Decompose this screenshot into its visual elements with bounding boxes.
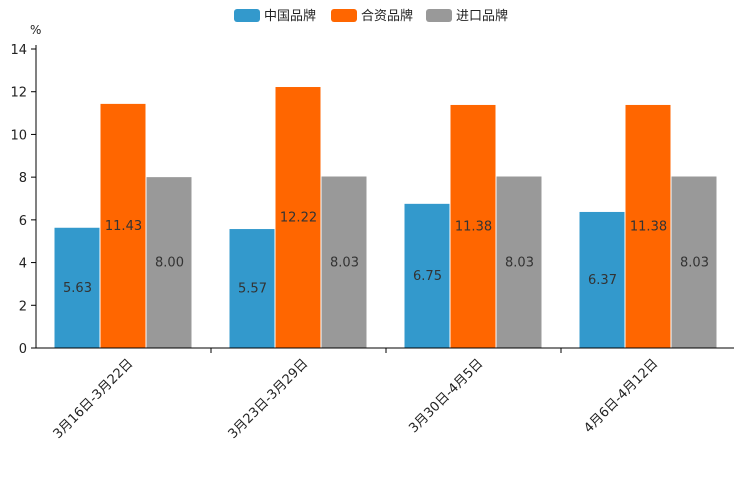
y-tick-label: 14 (10, 43, 27, 58)
bar (54, 227, 100, 348)
data-labels: 5.63 11.43 8.00 5.57 12.22 8.03 6.75 11.38 8.03 6… (63, 211, 709, 297)
legend-swatch (331, 9, 357, 22)
y-tick-label: 4 (19, 257, 27, 272)
bar (579, 211, 625, 348)
bar (229, 229, 275, 348)
x-category-label: 3月23日-3月29日 (226, 356, 312, 442)
y-tick-label: 2 (19, 299, 27, 314)
y-tick-label: 10 (10, 128, 27, 143)
y-tick-label: 6 (19, 214, 27, 229)
y-tick-label: 0 (19, 342, 27, 357)
y-tick-label: 8 (19, 171, 27, 186)
bar (100, 103, 146, 349)
bar (321, 176, 367, 348)
legend-label: 中国品牌 (264, 8, 316, 24)
bar (450, 104, 496, 348)
legend-label: 进口品牌 (456, 8, 508, 24)
legend: 中国品牌 合资品牌 进口品牌 (234, 8, 508, 24)
bar (146, 177, 192, 348)
y-axis-unit-label: % (30, 23, 41, 37)
legend-swatch (426, 9, 452, 22)
legend-label: 合资品牌 (361, 8, 413, 24)
legend-item: 进口品牌 (426, 8, 508, 24)
bar (275, 87, 321, 348)
data-label: 8.03 (330, 255, 359, 270)
data-label: 5.57 (238, 282, 267, 297)
data-label: 11.38 (630, 219, 667, 234)
legend-item: 中国品牌 (234, 8, 316, 24)
data-label: 8.03 (505, 255, 534, 270)
x-category-label: 3月30日-4月5日 (406, 356, 486, 436)
x-axis: 3月16日-3月22日 3月23日-3月29日 3月30日-4月5日 4月6日-4月1… (36, 347, 734, 442)
bar (404, 203, 450, 348)
x-category-label: 3月16日-3月22日 (51, 356, 137, 442)
data-label: 8.00 (155, 256, 184, 271)
y-tick-label: 12 (10, 86, 27, 101)
data-label: 5.63 (63, 281, 92, 296)
data-label: 11.38 (455, 219, 492, 234)
bar (496, 176, 542, 348)
x-category-label: 4月6日-4月12日 (581, 356, 661, 436)
bars (54, 87, 717, 349)
y-axis: 0 2 4 6 8 10 12 14 (10, 43, 37, 357)
data-label: 6.75 (413, 269, 442, 284)
data-label: 6.37 (588, 273, 617, 288)
data-label: 8.03 (680, 255, 709, 270)
data-label: 12.22 (280, 211, 317, 226)
data-label: 11.43 (105, 219, 142, 234)
bar (625, 104, 671, 348)
legend-item: 合资品牌 (331, 8, 413, 24)
bar (671, 176, 717, 348)
legend-swatch (234, 9, 260, 22)
